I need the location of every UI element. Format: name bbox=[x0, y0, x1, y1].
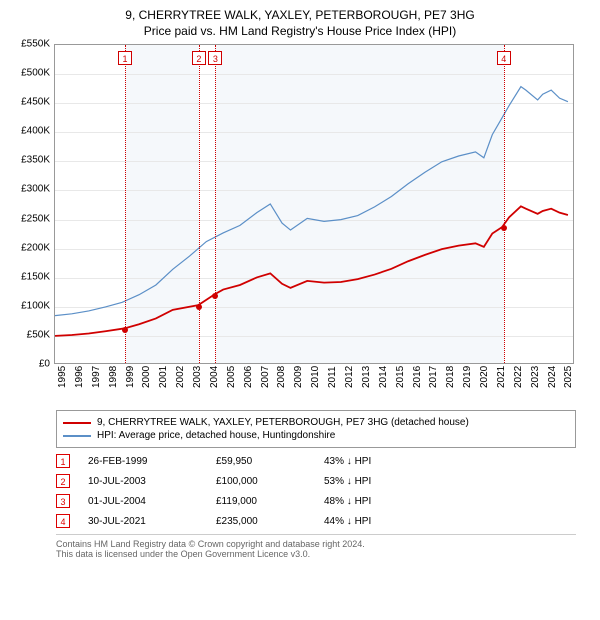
transaction-price: £59,950 bbox=[216, 456, 306, 467]
legend-item: HPI: Average price, detached house, Hunt… bbox=[63, 430, 569, 441]
y-tick-label: £400K bbox=[21, 126, 50, 137]
legend: 9, CHERRYTREE WALK, YAXLEY, PETERBOROUGH… bbox=[56, 410, 576, 448]
legend-item: 9, CHERRYTREE WALK, YAXLEY, PETERBOROUGH… bbox=[63, 417, 569, 428]
footer-attribution: Contains HM Land Registry data © Crown c… bbox=[56, 534, 576, 559]
x-tick-label: 2021 bbox=[496, 366, 507, 388]
x-tick-label: 2009 bbox=[293, 366, 304, 388]
transaction-date: 26-FEB-1999 bbox=[88, 456, 198, 467]
legend-swatch bbox=[63, 422, 91, 424]
y-tick-label: £450K bbox=[21, 97, 50, 108]
sale-marker-line bbox=[215, 45, 216, 363]
transaction-marker: 2 bbox=[56, 474, 70, 488]
x-tick-label: 2008 bbox=[276, 366, 287, 388]
x-tick-label: 2004 bbox=[209, 366, 220, 388]
transaction-diff: 43% ↓ HPI bbox=[324, 456, 414, 467]
x-tick-label: 2022 bbox=[513, 366, 524, 388]
y-axis: £0£50K£100K£150K£200K£250K£300K£350K£400… bbox=[10, 44, 54, 364]
x-tick-label: 2017 bbox=[428, 366, 439, 388]
sale-marker-number: 4 bbox=[497, 51, 511, 65]
x-tick-label: 2014 bbox=[378, 366, 389, 388]
x-tick-label: 2010 bbox=[310, 366, 321, 388]
legend-swatch bbox=[63, 435, 91, 437]
sale-point bbox=[212, 293, 218, 299]
x-tick-label: 1998 bbox=[108, 366, 119, 388]
y-tick-label: £0 bbox=[39, 359, 50, 370]
chart-container: 9, CHERRYTREE WALK, YAXLEY, PETERBOROUGH… bbox=[0, 0, 600, 563]
transaction-marker: 4 bbox=[56, 514, 70, 528]
x-tick-label: 2002 bbox=[175, 366, 186, 388]
y-tick-label: £50K bbox=[27, 329, 50, 340]
x-tick-label: 1996 bbox=[74, 366, 85, 388]
sale-marker-number: 2 bbox=[192, 51, 206, 65]
y-tick-label: £250K bbox=[21, 213, 50, 224]
transaction-marker: 3 bbox=[56, 494, 70, 508]
x-tick-label: 2001 bbox=[158, 366, 169, 388]
sale-point bbox=[501, 225, 507, 231]
x-tick-label: 2012 bbox=[344, 366, 355, 388]
legend-label: 9, CHERRYTREE WALK, YAXLEY, PETERBOROUGH… bbox=[97, 417, 469, 428]
x-tick-label: 2025 bbox=[563, 366, 574, 388]
sale-point bbox=[122, 327, 128, 333]
chart-subtitle: Price paid vs. HM Land Registry's House … bbox=[10, 24, 590, 38]
transaction-price: £119,000 bbox=[216, 496, 306, 507]
x-tick-label: 2019 bbox=[462, 366, 473, 388]
transaction-row: 2 10-JUL-2003 £100,000 53% ↓ HPI bbox=[56, 474, 576, 488]
sale-marker-line bbox=[199, 45, 200, 363]
footer-line: This data is licensed under the Open Gov… bbox=[56, 549, 576, 559]
x-tick-label: 1997 bbox=[91, 366, 102, 388]
y-tick-label: £100K bbox=[21, 300, 50, 311]
x-tick-label: 2000 bbox=[141, 366, 152, 388]
x-tick-label: 2023 bbox=[530, 366, 541, 388]
y-tick-label: £350K bbox=[21, 155, 50, 166]
sale-point bbox=[196, 304, 202, 310]
transaction-diff: 44% ↓ HPI bbox=[324, 516, 414, 527]
series-price_paid bbox=[55, 206, 568, 336]
transaction-diff: 53% ↓ HPI bbox=[324, 476, 414, 487]
sale-marker-line bbox=[504, 45, 505, 363]
footer-line: Contains HM Land Registry data © Crown c… bbox=[56, 539, 576, 549]
plot-area: 1 23 4 bbox=[54, 44, 574, 364]
y-tick-label: £300K bbox=[21, 184, 50, 195]
x-tick-label: 2016 bbox=[412, 366, 423, 388]
y-tick-label: £200K bbox=[21, 242, 50, 253]
series-svg bbox=[55, 45, 573, 363]
y-tick-label: £500K bbox=[21, 68, 50, 79]
x-tick-label: 2006 bbox=[243, 366, 254, 388]
x-tick-label: 2013 bbox=[361, 366, 372, 388]
transaction-marker: 1 bbox=[56, 454, 70, 468]
transaction-row: 1 26-FEB-1999 £59,950 43% ↓ HPI bbox=[56, 454, 576, 468]
transaction-date: 01-JUL-2004 bbox=[88, 496, 198, 507]
legend-label: HPI: Average price, detached house, Hunt… bbox=[97, 430, 335, 441]
chart-area: £0 £50K £100K £150K £200K £250K £300K £350K £400… bbox=[10, 44, 590, 404]
transaction-row: 3 01-JUL-2004 £119,000 48% ↓ HPI bbox=[56, 494, 576, 508]
transaction-price: £235,000 bbox=[216, 516, 306, 527]
x-tick-label: 2003 bbox=[192, 366, 203, 388]
x-axis: 1995 1996 1997 1998 1999 2000 2001 2002 2003 2004… bbox=[54, 364, 574, 404]
x-tick-label: 1995 bbox=[57, 366, 68, 388]
transaction-date: 30-JUL-2021 bbox=[88, 516, 198, 527]
x-tick-label: 2011 bbox=[327, 366, 338, 388]
transactions-table: 1 26-FEB-1999 £59,950 43% ↓ HPI 2 10-JUL-2003… bbox=[56, 454, 576, 528]
transaction-price: £100,000 bbox=[216, 476, 306, 487]
chart-title: 9, CHERRYTREE WALK, YAXLEY, PETERBOROUGH… bbox=[10, 8, 590, 22]
sale-marker-number: 3 bbox=[208, 51, 222, 65]
x-tick-label: 2024 bbox=[547, 366, 558, 388]
x-tick-label: 2015 bbox=[395, 366, 406, 388]
sale-marker-number: 1 bbox=[118, 51, 132, 65]
x-tick-label: 2005 bbox=[226, 366, 237, 388]
sale-marker-line bbox=[125, 45, 126, 363]
transaction-diff: 48% ↓ HPI bbox=[324, 496, 414, 507]
x-tick-label: 2007 bbox=[260, 366, 271, 388]
y-tick-label: £550K bbox=[21, 39, 50, 50]
x-tick-label: 1999 bbox=[125, 366, 136, 388]
transaction-row: 4 30-JUL-2021 £235,000 44% ↓ HPI bbox=[56, 514, 576, 528]
x-tick-label: 2020 bbox=[479, 366, 490, 388]
x-tick-label: 2018 bbox=[445, 366, 456, 388]
y-tick-label: £150K bbox=[21, 271, 50, 282]
transaction-date: 10-JUL-2003 bbox=[88, 476, 198, 487]
